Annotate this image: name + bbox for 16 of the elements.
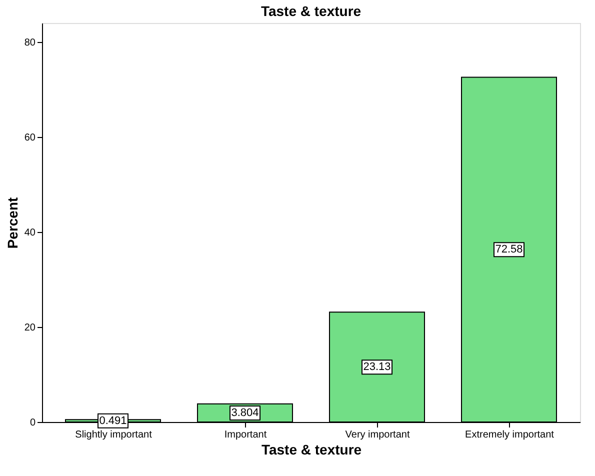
x-axis-title: Taste & texture [261, 442, 362, 458]
x-tick-label: Very important [345, 430, 410, 440]
x-tick-label: Slightly important [75, 430, 152, 440]
y-tick-label: 80 [24, 38, 36, 48]
x-tick-label: Important [224, 430, 267, 440]
data-label: 3.804 [231, 406, 259, 419]
y-tick-label: 0 [30, 418, 36, 428]
data-label: 72.58 [495, 244, 523, 256]
y-axis-title: Percent [4, 196, 20, 249]
data-label: 23.13 [363, 361, 391, 374]
chart-title: Taste & texture [260, 3, 362, 19]
y-tick-label: 40 [24, 228, 36, 238]
data-label: 0.491 [99, 414, 127, 427]
y-tick-label: 20 [24, 322, 36, 334]
x-tick-label: Extremely important [465, 430, 554, 440]
y-tick-label: 60 [24, 132, 36, 144]
